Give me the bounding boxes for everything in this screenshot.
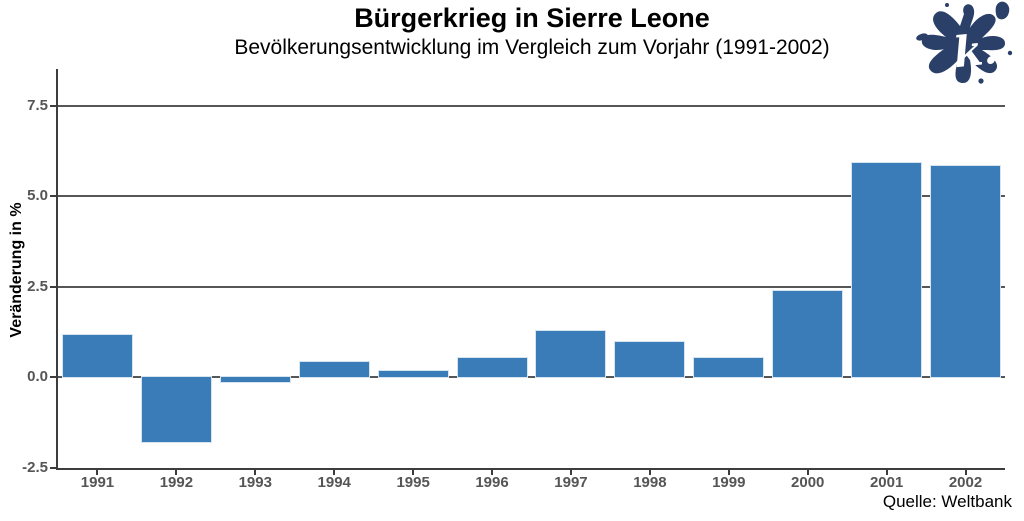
bar-2001 — [851, 161, 923, 379]
y-tick-mark — [50, 285, 56, 288]
bar-1998 — [614, 341, 686, 379]
logo-letter: k. — [951, 24, 1000, 77]
splat-body — [921, 4, 1006, 84]
x-tick-mark — [333, 470, 336, 475]
x-tick-label-2002: 2002 — [948, 474, 983, 491]
source-note: Quelle: Weltbank — [882, 492, 1012, 511]
x-tick-label-1994: 1994 — [317, 474, 351, 491]
x-tick-mark — [569, 470, 572, 475]
y-tick-mark — [50, 104, 56, 107]
x-tick-label-1995: 1995 — [396, 474, 430, 491]
bar-1991 — [61, 333, 133, 379]
x-tick-mark — [964, 470, 967, 475]
y-tick-label: 0.0 — [27, 368, 48, 386]
x-tick-mark — [727, 470, 730, 475]
y-tick-label: 7.5 — [27, 96, 48, 114]
bar-1996 — [456, 357, 528, 379]
x-tick-mark — [254, 470, 257, 475]
bar-1992 — [140, 376, 212, 443]
x-tick-label-2000: 2000 — [791, 474, 825, 491]
gridline-2.5 — [58, 285, 1005, 288]
y-tick-label: -2.5 — [22, 459, 48, 476]
splat-dot-right — [1007, 50, 1013, 56]
bar-1997 — [535, 330, 607, 379]
x-tick-mark — [491, 470, 494, 475]
x-tick-label-1996: 1996 — [475, 474, 509, 491]
bar-2000 — [772, 290, 844, 379]
y-tick-mark — [50, 195, 56, 198]
bar-1993 — [219, 376, 291, 383]
bar-1995 — [377, 370, 449, 379]
chart-subtitle: Bevölkerungsentwicklung im Vergleich zum… — [234, 36, 830, 59]
y-tick-mark — [50, 376, 56, 379]
x-tick-mark — [885, 470, 888, 475]
plot-area — [56, 69, 1005, 470]
bar-2002 — [930, 165, 1002, 379]
ink-splat-logo: k. — [916, 1, 1013, 84]
y-axis-title: Veränderung in % — [8, 202, 25, 338]
x-tick-label-1998: 1998 — [633, 474, 667, 491]
y-tick-label: 5.0 — [27, 187, 48, 205]
splat-dot-bottom — [978, 78, 984, 84]
gridline-5.0 — [58, 195, 1005, 198]
x-tick-mark — [806, 470, 809, 475]
x-tick-mark — [175, 470, 178, 475]
splat-dot-top — [945, 3, 949, 7]
x-tick-label-1991: 1991 — [80, 474, 115, 491]
gridline-7.5 — [58, 104, 1005, 107]
x-tick-label-1999: 1999 — [712, 474, 746, 491]
x-tick-label-1992: 1992 — [159, 474, 194, 491]
gridline-0.0 — [58, 376, 1005, 379]
y-tick-mark — [50, 467, 56, 469]
bar-1999 — [693, 357, 765, 379]
splat-droplet-large — [995, 1, 1010, 20]
y-tick-label: 2.5 — [27, 277, 48, 295]
x-tick-label-2001: 2001 — [869, 474, 904, 491]
x-tick-mark — [648, 470, 651, 475]
chart-title: Bürgerkrieg in Sierre Leone — [354, 3, 710, 33]
bar-1994 — [298, 361, 370, 379]
x-tick-mark — [96, 470, 99, 475]
x-tick-mark — [412, 470, 415, 475]
splat-droplet-left — [916, 33, 928, 41]
x-tick-label-1993: 1993 — [238, 474, 272, 491]
x-tick-label-1997: 1997 — [554, 474, 588, 491]
